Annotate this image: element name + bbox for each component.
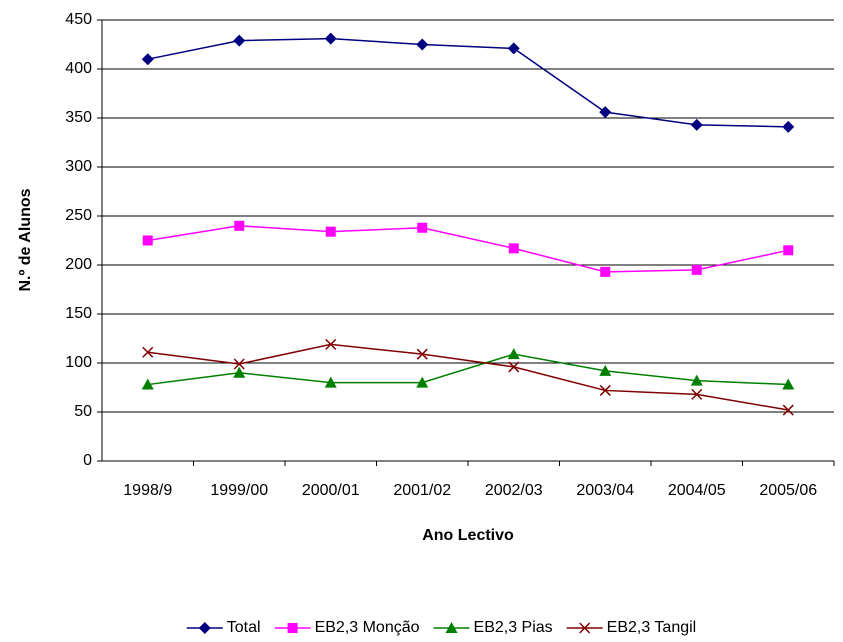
marker [599, 384, 611, 396]
marker [691, 264, 702, 275]
x-tick-label: 2005/06 [759, 482, 817, 499]
marker [782, 120, 795, 133]
y-tick-label: 400 [65, 60, 92, 77]
y-tick-label: 50 [74, 403, 92, 420]
x-tick-label: 1998/9 [123, 482, 172, 499]
marker [782, 378, 795, 390]
marker [324, 32, 337, 45]
x-tick-label: 2004/05 [668, 482, 726, 499]
x-tick-label: 2002/03 [485, 482, 543, 499]
marker [507, 348, 520, 360]
marker [599, 364, 612, 376]
marker [324, 376, 337, 388]
marker [782, 404, 794, 416]
marker [508, 243, 519, 254]
marker [690, 374, 703, 386]
x-tick-label: 2000/01 [302, 482, 360, 499]
y-tick-label: 0 [83, 452, 92, 469]
marker [233, 34, 246, 47]
series-line [147, 225, 789, 273]
series-line [147, 353, 789, 386]
y-tick-label: 300 [65, 158, 92, 175]
marker [416, 376, 429, 388]
y-tick-label: 200 [65, 256, 92, 273]
legend: Total EB2,3 Monção EB2,3 Pias EB2,3 Tangil [186, 619, 697, 636]
marker [579, 622, 591, 634]
marker [416, 348, 428, 360]
marker [325, 226, 336, 237]
x-tick-label: 2003/04 [576, 482, 634, 499]
marker [142, 346, 154, 358]
y-tick-label: 100 [65, 354, 92, 371]
legend-label: EB2,3 Pias [474, 619, 553, 636]
marker [234, 220, 245, 231]
legend-label: Total [227, 619, 261, 636]
legend-label: EB2,3 Tangil [607, 619, 697, 636]
marker [325, 338, 337, 350]
marker [233, 366, 246, 378]
y-tick-label: 450 [65, 11, 92, 28]
marker [416, 38, 429, 51]
y-tick-label: 150 [65, 305, 92, 322]
x-tick-label: 1999/00 [210, 482, 268, 499]
marker [141, 53, 154, 66]
x-axis-label: Ano Lectivo [422, 527, 514, 544]
y-tick-label: 250 [65, 207, 92, 224]
marker [507, 42, 520, 55]
marker [690, 118, 703, 131]
marker [599, 106, 612, 119]
marker [198, 622, 211, 634]
series-line [147, 37, 789, 128]
marker [508, 361, 520, 373]
marker [141, 378, 154, 390]
marker [233, 358, 245, 370]
marker [691, 388, 703, 400]
marker [142, 235, 153, 246]
marker [287, 623, 298, 633]
legend-label: EB2,3 Monção [315, 619, 420, 636]
marker [417, 222, 428, 233]
series-line [147, 343, 789, 411]
x-tick-label: 2001/02 [393, 482, 451, 499]
marker [600, 266, 611, 277]
y-tick-label: 350 [65, 109, 92, 126]
marker [445, 622, 458, 633]
marker [783, 245, 794, 256]
y-axis-label: N.º de Alunos [17, 188, 34, 291]
